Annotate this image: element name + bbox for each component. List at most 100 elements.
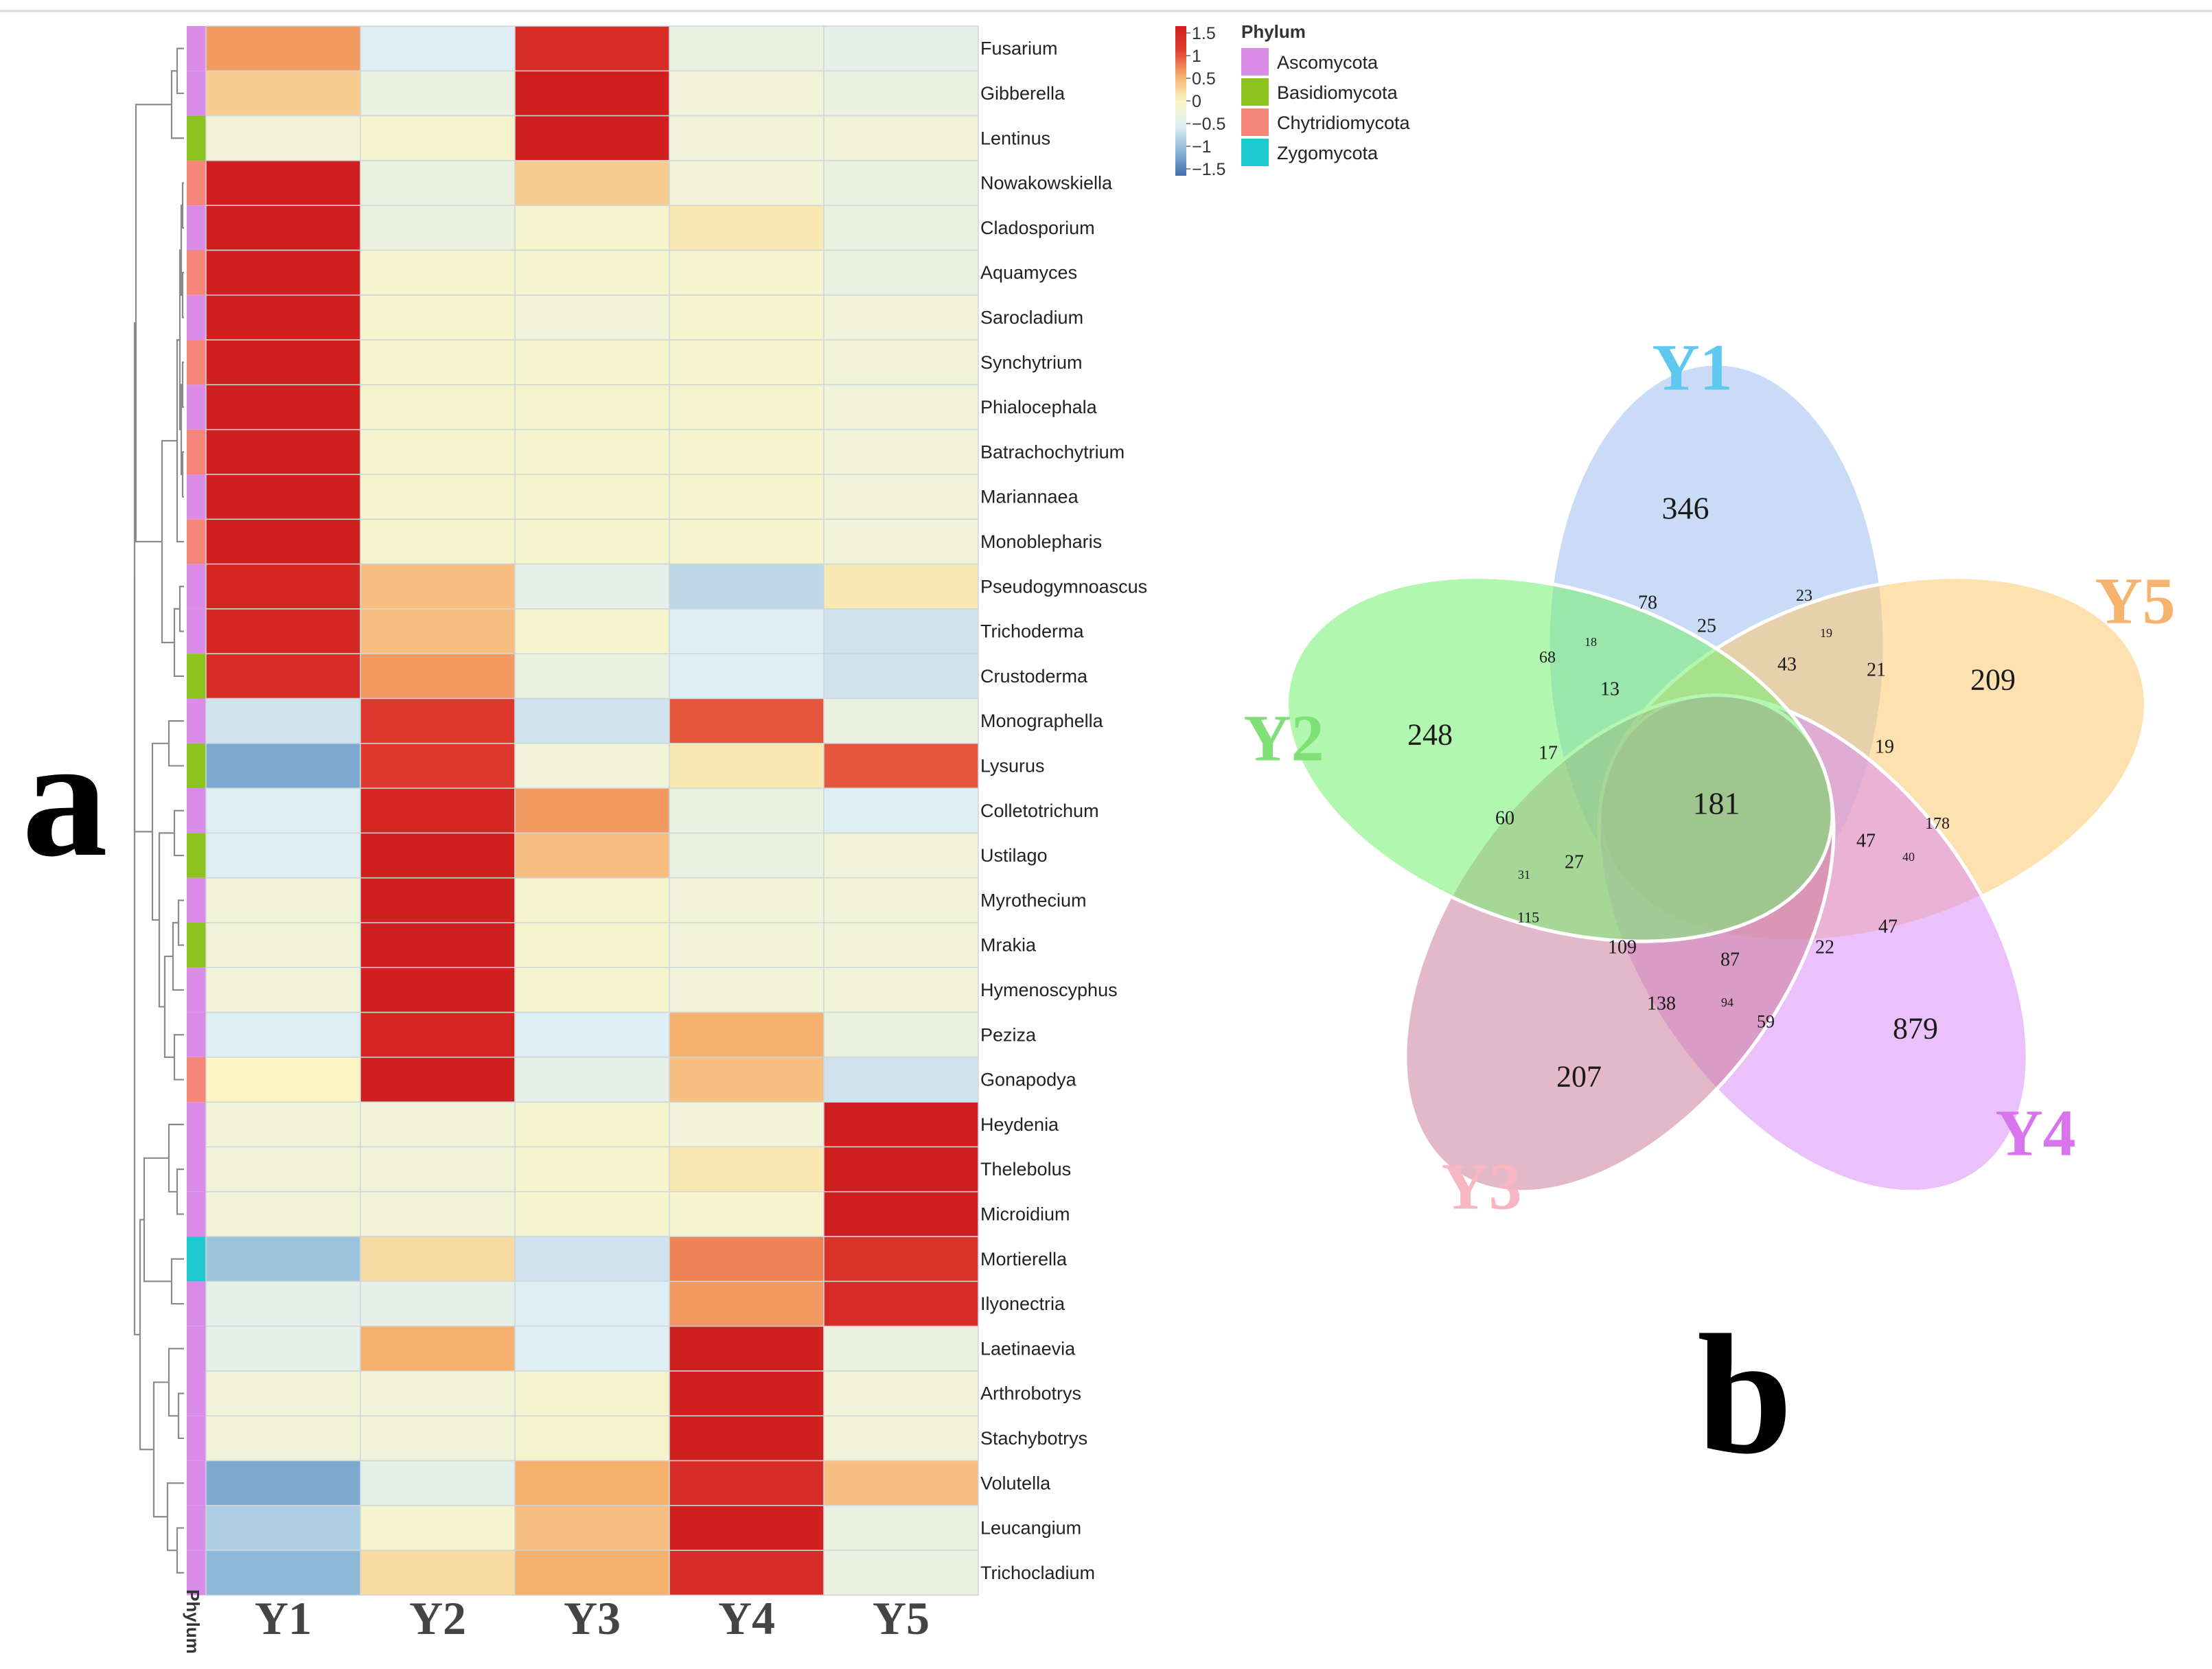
- heatmap-cell: [360, 1415, 516, 1462]
- heatmap-cell: [514, 698, 670, 744]
- legend-label: Chytridiomycota: [1277, 113, 1411, 133]
- heatmap-cell: [360, 1146, 516, 1193]
- row-label: Monographella: [980, 711, 1104, 731]
- heatmap-cell: [669, 832, 825, 879]
- dendrogram-branch: [177, 1392, 184, 1440]
- phylum-bar-arthrobotrys: [187, 1371, 207, 1416]
- phylum-bar-heydenia: [187, 1102, 207, 1147]
- heatmap-cell: [669, 249, 825, 296]
- heatmap-cell: [205, 1415, 361, 1462]
- venn-region-count: 78: [1638, 592, 1657, 614]
- dendrogram-branch: [166, 1482, 184, 1552]
- venn-region-count: 138: [1647, 993, 1676, 1015]
- panel-label-b: b: [1697, 1300, 1793, 1490]
- phylum-bar-crustoderma: [187, 654, 207, 699]
- heatmap-cell: [205, 384, 361, 430]
- heatmap-cell: [514, 1460, 670, 1506]
- venn-set-name-y2: Y2: [1243, 702, 1324, 775]
- phylum-bar-microidium: [187, 1191, 207, 1237]
- dendrogram-branch: [139, 1219, 154, 1451]
- heatmap-cell: [823, 25, 979, 72]
- legend-label: Basidiomycota: [1277, 82, 1398, 103]
- colorbar-tick-label: 0.5: [1192, 69, 1216, 89]
- dendrogram-branch: [133, 577, 140, 1336]
- row-label: Aquamyces: [980, 262, 1077, 283]
- heatmap-cell: [205, 1325, 361, 1372]
- phylum-bar-pseudogymnoascus: [187, 564, 207, 609]
- venn-set-names: Y1 Y5 Y4 Y3 Y2: [1243, 331, 2175, 1223]
- column-label-y5: Y5: [873, 1592, 930, 1644]
- venn-region-count: 21: [1867, 660, 1886, 681]
- dendrogram-branch: [173, 1034, 184, 1081]
- heatmap-cell: [205, 922, 361, 969]
- row-label: Cladosporium: [980, 218, 1095, 238]
- heatmap-cell: [669, 1101, 825, 1148]
- heatmap-cell: [823, 384, 979, 430]
- legend-title: Phylum: [1241, 21, 1306, 42]
- row-label: Monoblepharis: [980, 531, 1102, 552]
- venn-region-count: 60: [1495, 808, 1514, 829]
- heatmap-cell: [360, 1280, 516, 1327]
- heatmap-cell: [360, 160, 516, 206]
- column-label-y3: Y3: [564, 1592, 621, 1644]
- heatmap-cell: [360, 1236, 516, 1282]
- heatmap-cell: [669, 474, 825, 520]
- heatmap-cell: [823, 474, 979, 520]
- heatmap-cell: [823, 249, 979, 296]
- heatmap-cell: [205, 1057, 361, 1103]
- heatmap-cell: [360, 518, 516, 565]
- heatmap-cell: [669, 205, 825, 251]
- venn-region-count: 18: [1585, 635, 1597, 649]
- venn-region-count: 17: [1539, 743, 1558, 764]
- legend-label: Ascomycota: [1277, 52, 1379, 73]
- heatmap-cell: [514, 428, 670, 475]
- dendrogram-branch: [135, 104, 172, 543]
- row-label: Trichocladium: [980, 1563, 1095, 1583]
- venn-region-count: 47: [1856, 831, 1876, 852]
- heatmap-cell: [360, 1370, 516, 1417]
- heatmap-cell: [823, 653, 979, 700]
- venn-region-count: 207: [1556, 1060, 1602, 1094]
- row-label: Trichoderma: [980, 621, 1085, 642]
- heatmap-cell: [360, 1011, 516, 1058]
- dendrogram-branch: [181, 361, 184, 408]
- heatmap-cell: [514, 1370, 670, 1417]
- phylum-bar-volutella: [187, 1460, 207, 1506]
- heatmap-cell: [823, 205, 979, 251]
- venn-region-count: 23: [1796, 587, 1812, 605]
- row-label: Mortierella: [980, 1249, 1068, 1269]
- heatmap-cell: [514, 160, 670, 206]
- venn-region-count: 19: [1875, 737, 1894, 758]
- phylum-bar-colletotrichum: [187, 788, 207, 833]
- heatmap-cell: [205, 1460, 361, 1506]
- heatmap-cell: [669, 384, 825, 430]
- heatmap-cell: [669, 1191, 825, 1237]
- phylum-legend: Ascomycota Basidiomycota Chytridiomycota Zy…: [1241, 48, 1411, 166]
- heatmap-cell: [669, 1505, 825, 1551]
- dendrogram-branch: [168, 1348, 184, 1417]
- heatmap-cell: [514, 1057, 670, 1103]
- heatmap-cell: [514, 115, 670, 161]
- dendrogram-branch: [143, 1157, 172, 1282]
- venn-set-name-y1: Y1: [1652, 331, 1732, 404]
- venn-region-count: 19: [1820, 626, 1832, 640]
- venn-region-count: 248: [1407, 718, 1453, 752]
- row-label: Hymenoscyphus: [980, 980, 1118, 1000]
- venn-region-count: 209: [1970, 663, 2016, 697]
- legend-label: Zygomycota: [1277, 143, 1379, 163]
- heatmap-cell: [205, 115, 361, 161]
- heatmap-cell: [823, 518, 979, 565]
- heatmap-cell: [360, 70, 516, 117]
- column-label-y1: Y1: [255, 1592, 312, 1644]
- heatmap-cell: [360, 698, 516, 744]
- heatmap-cell: [205, 1191, 361, 1237]
- phylum-bar-batrachochytrium: [187, 429, 207, 474]
- phylum-bar-leucangium: [187, 1505, 207, 1551]
- column-label-y4: Y4: [718, 1592, 775, 1644]
- colorbar: [1175, 26, 1186, 176]
- dendrogram-branch: [181, 272, 184, 319]
- heatmap-cell: [823, 1191, 979, 1237]
- venn-region-count: 68: [1539, 649, 1556, 667]
- heatmap-cell: [360, 295, 516, 341]
